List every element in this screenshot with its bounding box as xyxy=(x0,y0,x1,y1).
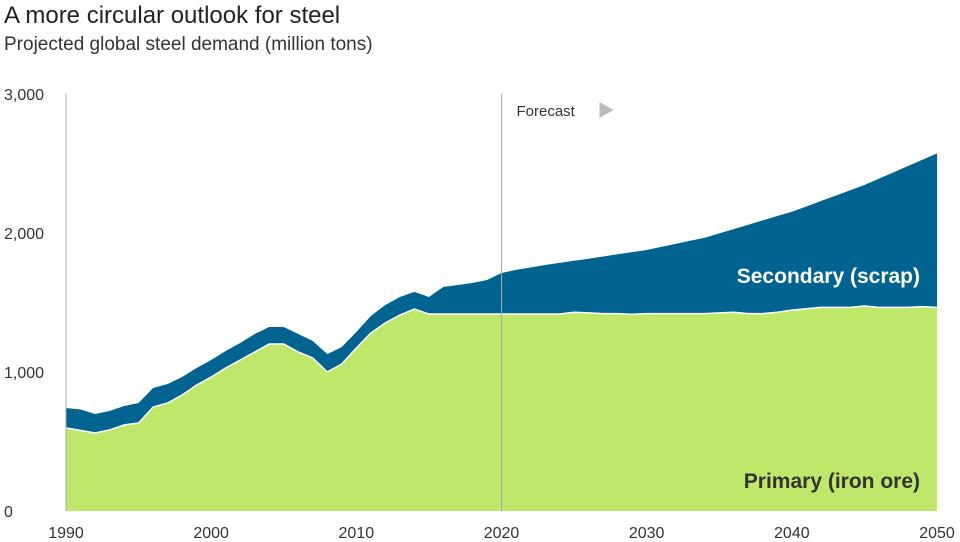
x-tick-label: 1990 xyxy=(48,525,84,542)
y-tick-label: 2,000 xyxy=(4,226,44,243)
y-tick-label: 3,000 xyxy=(4,87,44,104)
x-tick-label: 2010 xyxy=(339,525,375,542)
x-tick-label: 2050 xyxy=(919,525,955,542)
series-label-primary: Primary (iron ore) xyxy=(744,470,920,493)
x-tick-label: 2000 xyxy=(193,525,229,542)
y-tick-label: 1,000 xyxy=(4,365,44,382)
series-label-secondary: Secondary (scrap) xyxy=(737,265,920,288)
chart-title: A more circular outlook for steel xyxy=(4,2,341,29)
x-tick-label: 2020 xyxy=(484,525,520,542)
x-tick-label: 2030 xyxy=(629,525,665,542)
y-tick-label: 0 xyxy=(4,504,13,521)
chart-subtitle: Projected global steel demand (million t… xyxy=(4,34,373,55)
x-tick-label: 2040 xyxy=(774,525,810,542)
forecast-arrow-icon xyxy=(599,102,614,118)
forecast-label: Forecast xyxy=(517,103,576,120)
